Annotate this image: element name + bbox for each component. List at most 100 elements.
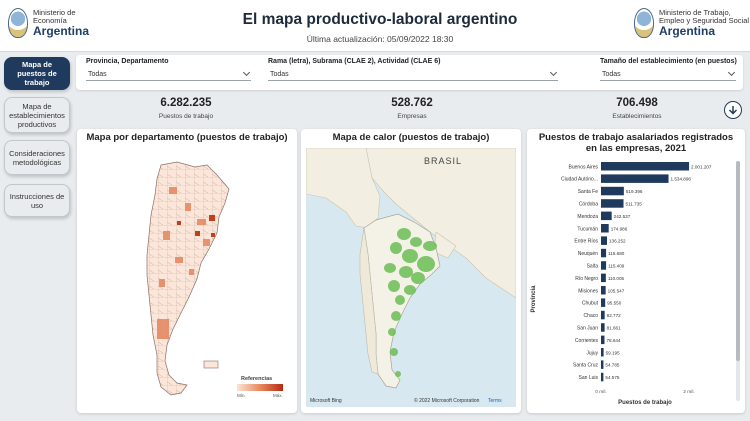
kpi-puestos: 6.282.235 Puestos de trabajo <box>126 97 246 120</box>
filter-provincia-value: Todas <box>88 70 107 78</box>
bar-value-label: 2.001.207 <box>691 164 712 169</box>
bar[interactable] <box>601 174 669 183</box>
argentina-choropleth-map[interactable]: · · <box>77 129 297 413</box>
filter-provincia-select[interactable]: Todas <box>86 68 251 81</box>
bar-value-label: 136.252 <box>609 239 626 244</box>
bar[interactable] <box>601 360 604 369</box>
bar-chart-scroll-thumb[interactable] <box>736 161 740 361</box>
bar[interactable] <box>601 199 624 208</box>
bar-chart-scrollbar[interactable] <box>736 161 740 401</box>
bar[interactable] <box>601 248 607 258</box>
bing-credit: Microsoft Bing <box>310 398 342 404</box>
bar[interactable] <box>601 236 607 245</box>
page-title: El mapa productivo-laboral argentino <box>242 11 518 28</box>
download-icon <box>728 106 738 115</box>
bar[interactable] <box>601 286 606 295</box>
bar[interactable] <box>601 273 606 283</box>
nav-mapa-establecimientos-button[interactable]: Mapa de establecimientos productivos <box>4 97 70 133</box>
y-axis-title: Provincia <box>531 285 537 313</box>
filter-rama-select[interactable]: Todas <box>268 68 558 81</box>
bar-value-label: 115.409 <box>608 263 625 268</box>
ministerio-economia-logo: Ministerio de Economía Argentina <box>8 8 89 38</box>
bar[interactable] <box>601 348 604 357</box>
filter-rama: Rama (letra), Subrama (CLAE 2), Activida… <box>268 58 558 81</box>
header: Ministerio de Economía Argentina El mapa… <box>0 0 750 52</box>
kpi-puestos-value: 6.282.235 <box>160 97 212 109</box>
category-label: Santa Cruz <box>573 363 599 369</box>
nav-consideraciones-button[interactable]: Consideraciones metodológicas <box>4 140 70 175</box>
bar-value-label: 105.547 <box>608 288 625 293</box>
logo-left-line1: Ministerio de <box>33 7 76 17</box>
bar[interactable] <box>601 186 624 196</box>
x-axis-title: Puestos de trabajo <box>618 400 672 406</box>
category-label: San Luis <box>579 375 599 381</box>
logo-left-line2: Economía <box>33 15 67 25</box>
bar[interactable] <box>601 323 605 332</box>
download-button[interactable] <box>724 101 742 119</box>
bar-value-label: 95.550 <box>607 301 621 306</box>
category-label: Buenos Aires <box>569 164 599 170</box>
svg-text:·: · <box>133 359 134 363</box>
nav-instrucciones-button[interactable]: Instrucciones de uso <box>4 184 70 217</box>
copyright-text: © 2022 Microsoft Corporation <box>414 398 480 404</box>
departamento-map-title: Mapa por departamento (puestos de trabaj… <box>86 132 288 143</box>
filter-provincia-label: Provincia, Departamento <box>86 58 169 65</box>
filter-tamano-value: Todas <box>602 70 621 78</box>
bar[interactable] <box>601 310 605 320</box>
bar[interactable] <box>601 162 690 171</box>
category-label: Santa Fe <box>578 189 599 195</box>
bar-value-label: 110.005 <box>608 276 625 281</box>
bar-value-label: 115.680 <box>608 251 625 256</box>
filter-tamano-label: Tamaño del establecimiento (en puestos) <box>600 58 737 65</box>
bar[interactable] <box>601 261 607 270</box>
category-label: Ciudad Autóno... <box>561 177 598 183</box>
svg-text:·: · <box>167 370 168 374</box>
terms-link[interactable]: Terms <box>488 398 502 404</box>
heat-map-canvas[interactable]: BRASIL Microsoft Bing © 2022 Microsoft C… <box>306 148 516 407</box>
kpi-empresas-value: 528.762 <box>391 97 433 109</box>
category-label: Tucumán <box>577 226 598 232</box>
category-label: Misiones <box>578 288 598 294</box>
heat-map-title: Mapa de calor (puestos de trabajo) <box>332 132 490 143</box>
kpi-establecimientos-label: Establecimientos <box>612 113 662 120</box>
filter-provincia: Provincia, Departamento Todas <box>86 58 251 81</box>
heat-map-graphic <box>306 148 516 389</box>
filter-tamano: Tamaño del establecimiento (en puestos) … <box>600 58 737 81</box>
bar-value-label: 81.661 <box>607 325 621 330</box>
category-label: Entre Ríos <box>574 239 598 245</box>
kpi-empresas: 528.762 Empresas <box>352 97 472 120</box>
map-legend-gradient <box>237 384 283 391</box>
nav-mapa-puestos-button[interactable]: Mapa de puestos de trabajo <box>4 57 70 90</box>
map-legend-max: Máx. <box>273 393 283 398</box>
category-label: Corrientes <box>575 338 599 344</box>
national-seal-icon <box>8 8 28 38</box>
bar-value-label: 1.534.896 <box>671 177 692 182</box>
map-legend-min: Mín. <box>237 393 246 398</box>
ministerio-trabajo-logo: Ministerio de Trabajo, Empleo y Segurida… <box>634 8 749 38</box>
category-label: Chubut <box>582 301 599 307</box>
category-label: Neuquén <box>578 251 599 257</box>
kpi-establecimientos: 706.498 Establecimientos <box>577 97 697 120</box>
logo-right-name: Argentina <box>659 23 716 38</box>
chevron-down-icon <box>727 68 736 77</box>
category-label: Salta <box>587 263 599 269</box>
chevron-down-icon <box>242 68 251 77</box>
national-seal-icon <box>634 8 654 38</box>
bar[interactable] <box>601 298 606 307</box>
bar-value-label: 519.396 <box>626 189 643 194</box>
chevron-down-icon <box>549 68 558 77</box>
bar-value-label: 54.785 <box>605 363 619 368</box>
bar[interactable] <box>601 224 609 233</box>
kpi-establecimientos-value: 706.498 <box>616 97 658 109</box>
filter-tamano-select[interactable]: Todas <box>600 68 736 81</box>
x-tick-label: 2 mil. <box>683 389 694 395</box>
bar-value-label: 78.644 <box>606 338 620 343</box>
bar-chart-panel: Puestos de trabajo asalariados registrad… <box>527 129 745 413</box>
map-legend-title: Referencias <box>241 376 273 382</box>
x-tick-label: 0 mil. <box>595 389 606 395</box>
bar[interactable] <box>601 335 605 345</box>
bar[interactable] <box>601 372 604 382</box>
bar-value-label: 511.735 <box>626 201 643 206</box>
bar[interactable] <box>601 211 612 221</box>
category-label: Jujuy <box>586 350 598 356</box>
